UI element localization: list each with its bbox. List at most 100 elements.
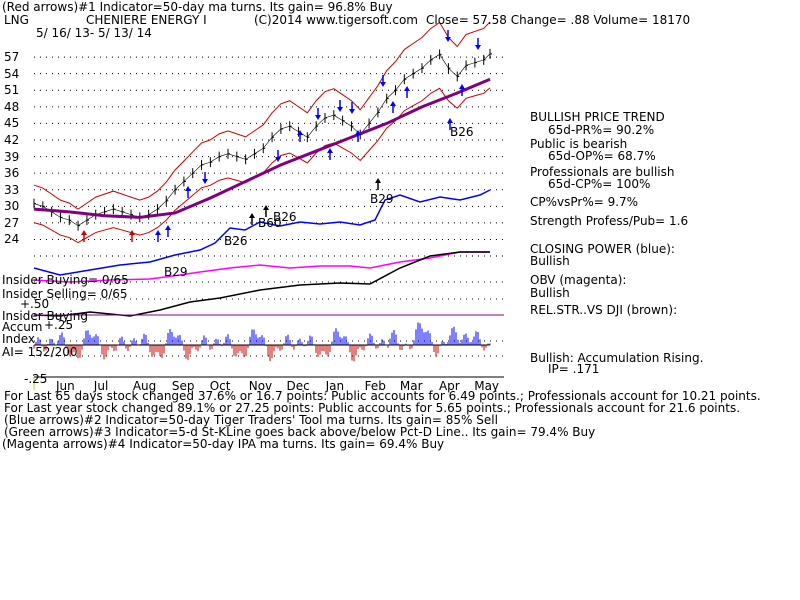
insider-buying-label-2: Insider Buying (2, 309, 88, 323)
plus50-label: +.50 (20, 297, 50, 311)
footer-line: For Last 65 days stock changed 37.6% or … (4, 389, 761, 403)
right-panel-line: Professionals are bullish (530, 165, 675, 179)
signal-arrow (185, 186, 191, 198)
ai-label: AI= 152/200 (2, 345, 78, 359)
y-tick-label: 42 (4, 133, 20, 147)
right-panel-line: OBV (magenta): (530, 273, 627, 287)
signal-arrow (263, 205, 269, 217)
copyright: (C)2014 www.tigersoft.com (254, 13, 418, 27)
signal-arrows (81, 30, 481, 242)
right-panel-line: BULLISH PRICE TREND (530, 110, 665, 124)
y-tick-label: 33 (4, 182, 20, 197)
signal-arrow (165, 225, 171, 237)
insider-buying-label: Insider Buying= 0/65 (2, 273, 129, 287)
y-tick-label: 57 (4, 50, 20, 65)
signal-arrow (447, 118, 453, 130)
annotation-b26-right: B26 (450, 125, 474, 139)
x-tick-label: Jan (325, 379, 345, 393)
ticker-symbol: LNG (4, 13, 29, 27)
y-tick-label: 45 (4, 116, 20, 131)
signal-arrow (315, 108, 321, 120)
price-gridlines (34, 56, 504, 357)
x-tick-label: Aug (132, 379, 157, 393)
footer-line: (Magenta arrows)#4 Indicator=50-day IPA … (2, 437, 445, 451)
signal-arrow (459, 84, 465, 96)
signal-arrow (445, 30, 451, 42)
minus25-label: -.25 (24, 372, 48, 386)
signal-arrow (297, 130, 303, 142)
accumulation-index (33, 322, 491, 362)
footer-line: (Blue arrows)#2 Indicator=50-day Tiger T… (4, 413, 498, 427)
right-panel-line: REL.STR..VS DJI (brown): (530, 303, 678, 317)
right-panel-line: CP%vsPr%= 9.7% (530, 195, 639, 209)
y-tick-label: 27 (4, 215, 20, 230)
y-tick-label: 24 (4, 232, 20, 247)
signal-arrow (380, 75, 386, 87)
y-tick-label: 36 (4, 166, 20, 181)
y-tick-label: 48 (4, 99, 20, 114)
obv-series (33, 251, 490, 317)
right-panel-line: CLOSING POWER (blue): (530, 242, 675, 256)
plus25-label: +.25 (44, 318, 74, 332)
x-tick-label: Nov (248, 379, 273, 393)
upper-band (33, 21, 491, 210)
signal-arrow (81, 230, 87, 242)
x-tick-label: Jul (93, 379, 109, 393)
right-panel-line: Bullish (530, 286, 570, 300)
relative-strength-line (33, 251, 490, 317)
x-tick-label: May (474, 379, 500, 393)
right-panel-line: Bullish: Accumulation Rising. (530, 351, 704, 365)
signal-arrow (275, 150, 281, 162)
quote-info: Close= 57.58 Change= .88 Volume= 18170 (426, 13, 691, 27)
company-name: CHENIERE ENERGY I (86, 13, 207, 27)
right-panel-line: Bullish (530, 254, 570, 268)
closing-power-line (33, 189, 491, 276)
signal-arrow (249, 213, 255, 225)
x-tick-label: Dec (286, 379, 310, 393)
footer-line: (Green arrows)#3 Indicator=5-d St-KLine … (4, 425, 596, 439)
annotation-b29-aug: B29 (164, 265, 188, 279)
annotation-b26-nov: B26 (273, 210, 297, 224)
x-tick-label: Jun (56, 379, 75, 393)
signal-arrow (129, 230, 135, 242)
x-tick-label: Feb (364, 379, 386, 393)
moving-average-series (33, 77, 491, 219)
signal-arrow (349, 102, 355, 114)
footer-line: For Last year stock changed 89.1% or 27.… (4, 401, 741, 415)
y-tick-label: 39 (4, 149, 20, 164)
annotation-b26-oct: B26 (224, 234, 248, 248)
x-tick-label: Mar (399, 379, 423, 393)
right-panel-line: 65d-OP%= 68.7% (548, 149, 656, 163)
right-panel-line: 65d-PR%= 90.2% (548, 123, 655, 137)
signal-arrow (337, 100, 343, 112)
right-panel-line: 65d-CP%= 100% (548, 177, 651, 191)
index-label: Index (2, 332, 36, 346)
right-panel-line: Strength Profess/Pub= 1.6 (530, 214, 689, 228)
signal-arrow (390, 101, 396, 113)
insider-selling-label: Insider Selling= 0/65 (2, 287, 128, 301)
signal-arrow (475, 38, 481, 50)
signal-arrow (202, 172, 208, 184)
signal-arrow (404, 86, 410, 98)
signal-arrow (355, 130, 361, 142)
accum-label: Accum (2, 320, 43, 334)
signal-arrow (327, 148, 333, 160)
x-tick-label: Oct (209, 379, 231, 393)
signal-arrow (155, 230, 161, 242)
y-tick-label: 30 (4, 199, 20, 214)
date-range: 5/ 16/ 13- 5/ 13/ 14 (36, 26, 152, 40)
price-bands (33, 21, 491, 244)
ma50-line (33, 77, 491, 219)
right-panel-line: IP= .171 (548, 362, 600, 376)
x-tick-label: Apr (438, 379, 460, 393)
signal-arrow (375, 178, 381, 190)
x-tick-label: Sep (171, 379, 195, 393)
y-tick-label: 51 (4, 83, 20, 98)
indicator-1-line: (Red arrows)#1 Indicator=50-day ma turns… (2, 0, 393, 14)
annotation-b60: B60 (258, 216, 282, 230)
annotation-b29-feb: B29 (370, 192, 394, 206)
y-tick-label: 54 (4, 66, 20, 81)
price-line (33, 53, 491, 227)
obv-line (33, 251, 490, 283)
